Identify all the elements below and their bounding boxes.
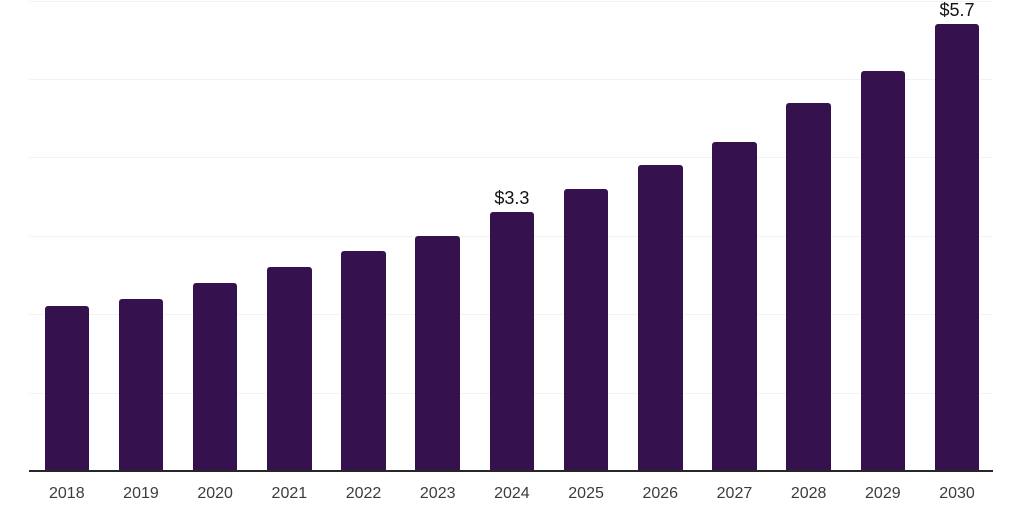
x-tick-label-2026: 2026	[642, 485, 679, 502]
bar-2019[interactable]	[118, 298, 164, 471]
x-axis-line	[29, 470, 993, 472]
gridline	[29, 0, 993, 2]
x-tick-label-2025: 2025	[568, 485, 604, 502]
bar-2018[interactable]	[44, 306, 90, 471]
gridline	[29, 79, 993, 80]
bar-2028[interactable]	[786, 102, 831, 471]
x-tick-label-2028: 2028	[790, 485, 827, 502]
x-tick-label-2019: 2019	[123, 485, 159, 502]
bar-2020[interactable]	[192, 282, 238, 471]
bar-2021[interactable]	[267, 267, 312, 471]
x-tick-label-2020: 2020	[197, 485, 233, 502]
x-tick-label-2029: 2029	[865, 485, 901, 502]
bar-2025[interactable]	[563, 188, 609, 471]
bar-2027[interactable]	[712, 141, 757, 471]
x-tick-label-2021: 2021	[271, 485, 308, 502]
x-tick-label-2030: 2030	[939, 485, 975, 502]
bar-2023[interactable]	[415, 235, 460, 471]
x-tick-label-2018: 2018	[49, 485, 85, 502]
bar-2026[interactable]	[638, 165, 683, 471]
value-label-2024: $3.3	[494, 188, 530, 209]
gridline	[29, 157, 993, 159]
x-tick-label-2022: 2022	[345, 485, 382, 502]
bar-2029[interactable]	[860, 71, 906, 471]
x-tick-label-2023: 2023	[419, 485, 456, 502]
bar-2022[interactable]	[341, 251, 386, 471]
x-tick-label-2027: 2027	[716, 485, 753, 502]
x-tick-label-2024: 2024	[494, 485, 530, 502]
bar-2024[interactable]	[489, 212, 535, 471]
value-label-2030: $5.7	[939, 0, 975, 21]
bar-2030[interactable]	[934, 24, 980, 471]
